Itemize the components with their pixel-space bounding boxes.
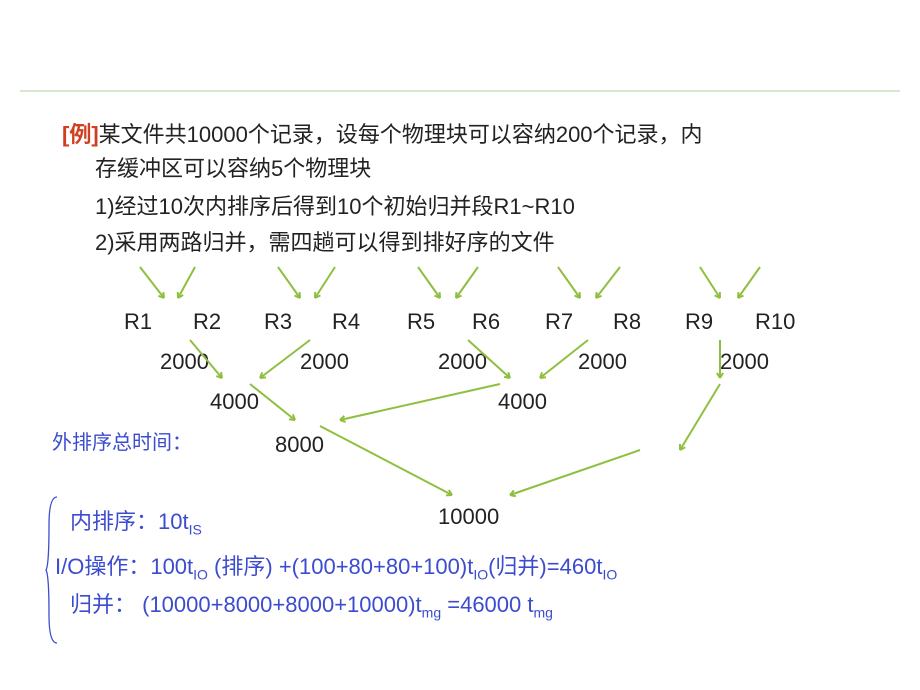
line1b: 存缓冲区可以容纳5个物理块 (95, 152, 371, 185)
merge-value: 2000 (578, 345, 627, 378)
merge-value: 4000 (498, 385, 547, 418)
io-sub: IO (602, 566, 617, 582)
run-label: R1 (124, 305, 152, 338)
io-line: I/O操作：100tIO (排序) +(100+80+80+100)tIO(归并… (55, 550, 617, 585)
run-label: R9 (685, 305, 713, 338)
run-label: R10 (755, 305, 795, 338)
merge-value: 10000 (438, 500, 499, 533)
run-label: R7 (545, 305, 573, 338)
ext-sort-time-label: 外排序总时间： (52, 428, 192, 458)
internal-sort-sub: IS (189, 521, 202, 537)
example-line1: [例]某文件共10000个记录，设每个物理块可以容纳200个记录，内 (62, 118, 703, 151)
run-label: R5 (407, 305, 435, 338)
merge-value: 2000 (438, 345, 487, 378)
merge-line: 归并： (10000+8000+8000+10000)tmg =46000 tm… (70, 588, 553, 623)
example-label: [例] (62, 122, 99, 147)
slide-content: [例]某文件共10000个记录，设每个物理块可以容纳200个记录，内 存缓冲区可… (0, 0, 920, 690)
run-label: R2 (193, 305, 221, 338)
run-label: R8 (613, 305, 641, 338)
run-label: R3 (264, 305, 292, 338)
internal-sort-prefix: 内排序：10t (70, 509, 189, 534)
merge-sub: mg (422, 604, 441, 620)
line1a: 某文件共10000个记录，设每个物理块可以容纳200个记录，内 (99, 122, 703, 147)
point2: 2)采用两路归并，需四趟可以得到排好序的文件 (95, 226, 555, 259)
merge-value: 2000 (720, 345, 769, 378)
io-sub: IO (473, 566, 488, 582)
merge-value: 2000 (160, 345, 209, 378)
io-sub: IO (193, 566, 208, 582)
merge-prefix: 归并： (10000+8000+8000+10000)t (70, 592, 422, 617)
io-mid: (归并)=460t (488, 554, 602, 579)
run-label: R4 (332, 305, 360, 338)
merge-sub: mg (534, 604, 553, 620)
merge-value: 2000 (300, 345, 349, 378)
run-label: R6 (472, 305, 500, 338)
io-prefix: I/O操作：100t (55, 554, 193, 579)
io-mid: (排序) +(100+80+80+100)t (208, 554, 473, 579)
merge-mid: =46000 t (441, 592, 533, 617)
merge-value: 4000 (210, 385, 259, 418)
internal-sort-line: 内排序：10tIS (70, 505, 202, 540)
merge-value: 8000 (275, 428, 324, 461)
point1: 1)经过10次内排序后得到10个初始归并段R1~R10 (95, 190, 575, 223)
